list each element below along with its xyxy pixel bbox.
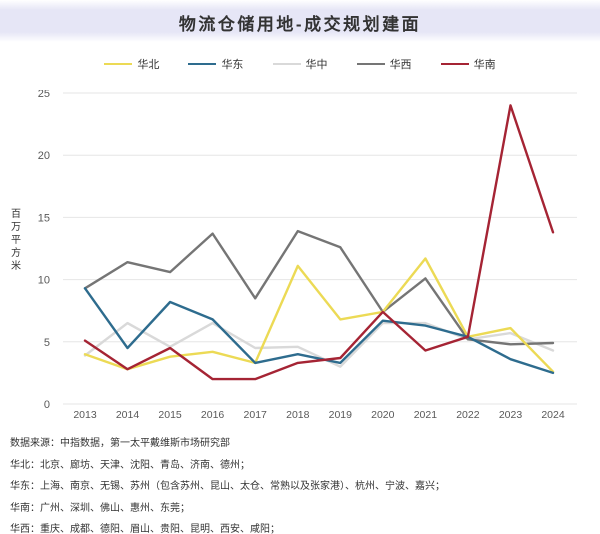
svg-text:2017: 2017 [244,409,268,420]
svg-text:2023: 2023 [499,409,523,420]
svg-text:10: 10 [38,275,50,287]
svg-text:25: 25 [38,90,50,100]
svg-text:2014: 2014 [116,409,140,420]
svg-text:2019: 2019 [329,409,353,420]
svg-text:15: 15 [38,212,50,224]
svg-text:2016: 2016 [201,409,225,420]
svg-text:2021: 2021 [414,409,438,420]
svg-text:2024: 2024 [541,409,565,420]
svg-text:5: 5 [44,337,50,349]
svg-text:0: 0 [44,399,50,411]
svg-text:2022: 2022 [456,409,480,420]
svg-text:20: 20 [38,150,50,162]
svg-text:2013: 2013 [73,409,97,420]
svg-text:2018: 2018 [286,409,310,420]
svg-text:2020: 2020 [371,409,395,420]
svg-text:2015: 2015 [158,409,182,420]
